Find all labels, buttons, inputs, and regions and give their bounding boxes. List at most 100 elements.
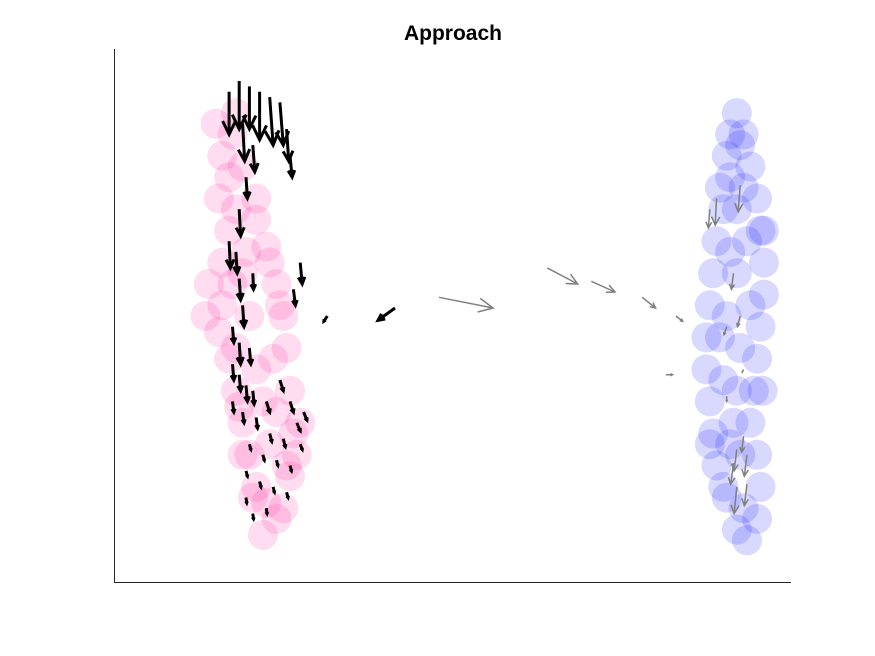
blue-cluster-point [725, 333, 756, 363]
blue-cluster-point [728, 172, 759, 203]
black-arrows-arrow [229, 363, 238, 384]
gray-arrows-arrow [727, 462, 736, 486]
black-arrows-arrow [244, 497, 249, 507]
series-black-arrows [221, 81, 396, 523]
blue-cluster-point [735, 407, 766, 438]
blue-cluster-point [704, 322, 735, 353]
gray-arrows-arrow [741, 484, 750, 508]
pink-cluster-point [254, 247, 285, 278]
pink-cluster-point [237, 482, 268, 513]
blue-cluster-point [732, 525, 762, 556]
blue-cluster-point [745, 215, 776, 246]
blue-cluster-point [718, 407, 749, 438]
series-gray-arrows [438, 185, 750, 516]
gray-arrows-arrow [705, 209, 713, 230]
gray-arrows-arrow [665, 373, 675, 377]
blue-cluster-point [698, 258, 729, 289]
pink-cluster-point [220, 194, 251, 225]
blue-cluster-point [715, 119, 746, 150]
blue-cluster-point [701, 226, 732, 257]
blue-cluster-point [694, 290, 725, 321]
black-arrows-arrow [230, 401, 237, 416]
black-arrows-arrow [235, 278, 245, 304]
blue-cluster-point [698, 418, 729, 449]
blue-cluster-point [715, 236, 746, 267]
pink-cluster-point [258, 343, 289, 374]
series-blue-cluster [691, 98, 779, 556]
series-layer [190, 81, 779, 556]
pink-cluster-point [207, 290, 238, 321]
blue-cluster-point [728, 493, 759, 524]
blue-cluster-point [745, 311, 776, 342]
pink-cluster-point [241, 183, 272, 214]
gray-arrows-arrow [728, 273, 736, 292]
blue-cluster-point [725, 439, 756, 470]
blue-cluster-point [748, 279, 779, 310]
pink-cluster-point [231, 236, 261, 267]
black-arrows-arrow [241, 86, 258, 133]
pink-cluster-point [247, 519, 278, 550]
pink-cluster-point [261, 397, 292, 428]
pink-cluster-point [278, 418, 309, 449]
blue-cluster-point [708, 365, 739, 396]
blue-cluster-point [691, 322, 722, 353]
pink-cluster-point [241, 471, 272, 502]
blue-cluster-point [715, 429, 746, 460]
black-arrows-arrow [258, 481, 263, 491]
plot-area [190, 81, 779, 556]
pink-cluster-point [214, 343, 245, 374]
black-arrows-arrow [288, 465, 294, 475]
gray-arrows-arrow [739, 436, 746, 454]
blue-cluster-point [738, 375, 769, 406]
pink-cluster-point [207, 140, 238, 171]
black-arrows-arrow [238, 305, 249, 331]
black-arrows-arrow [281, 438, 288, 451]
pink-cluster-point [285, 407, 316, 438]
black-arrows-arrow [375, 306, 396, 323]
black-arrows-arrow [236, 123, 252, 165]
blue-cluster-point [742, 439, 773, 470]
black-arrows-arrow [285, 491, 290, 501]
blue-cluster-point [747, 375, 778, 406]
pink-cluster-point [203, 317, 234, 347]
black-arrows-arrow [268, 433, 274, 445]
black-arrows-arrow [254, 417, 261, 432]
black-arrows-arrow [264, 400, 272, 416]
black-arrows-arrow [250, 390, 258, 408]
blue-cluster-point [711, 482, 742, 513]
gray-arrows-arrow [741, 369, 745, 374]
pink-cluster-point [234, 301, 265, 331]
gray-arrows-arrow [675, 315, 685, 323]
black-arrows-arrow [221, 91, 237, 138]
blue-cluster-point [742, 343, 773, 374]
pink-cluster-point [268, 493, 299, 524]
black-arrows-arrow [234, 209, 246, 240]
blue-cluster-point [721, 375, 752, 406]
black-arrows-arrow [288, 400, 296, 416]
pink-cluster-point [241, 204, 272, 235]
pink-cluster-point [193, 269, 224, 299]
black-arrows-arrow [261, 454, 267, 464]
black-arrows-arrow [322, 315, 329, 325]
blue-cluster-point [728, 119, 759, 150]
pink-cluster-point [264, 290, 295, 321]
black-arrows-arrow [249, 273, 258, 293]
black-arrows-arrow [246, 347, 255, 368]
pink-cluster-point [254, 429, 285, 460]
blue-cluster-point [704, 172, 735, 203]
blue-cluster-point [694, 429, 725, 460]
blue-cluster-point [742, 503, 773, 534]
black-arrows-arrow [271, 486, 277, 496]
black-arrows-arrow [248, 144, 260, 176]
series-pink-cluster [190, 98, 316, 550]
pink-cluster-point [227, 151, 258, 182]
pink-cluster-point [220, 333, 251, 363]
black-arrows-arrow [235, 342, 245, 368]
blue-cluster-point [691, 354, 722, 385]
pink-cluster-point [275, 461, 305, 492]
black-arrows-arrow [247, 443, 253, 453]
black-arrows-arrow [242, 177, 252, 202]
black-arrows-arrow [251, 91, 268, 144]
